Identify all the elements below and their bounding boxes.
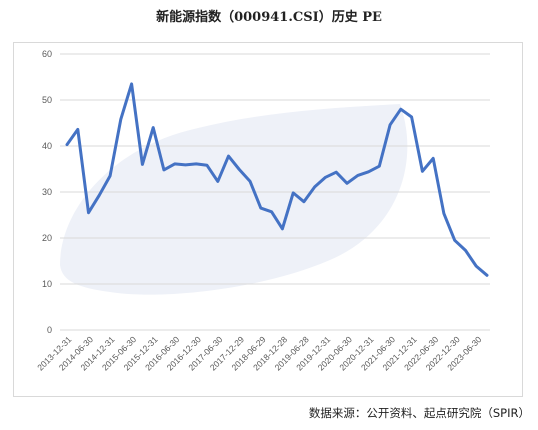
y-tick-label: 40 bbox=[42, 141, 52, 151]
y-tick-label: 0 bbox=[47, 325, 52, 335]
chart-title: 新能源指数（000941.CSI）历史 PE bbox=[156, 10, 382, 25]
watermark-shape bbox=[60, 104, 408, 295]
y-tick-label: 20 bbox=[42, 233, 52, 243]
source-note: 数据来源：公开资料、起点研究院（SPIR） bbox=[308, 406, 530, 420]
y-tick-label: 60 bbox=[42, 49, 52, 59]
gridlines bbox=[60, 53, 490, 331]
series-line bbox=[65, 82, 489, 277]
x-axis-ticks: 2013-12-312014-06-302014-12-312015-06-30… bbox=[35, 334, 483, 372]
y-tick-label: 50 bbox=[42, 95, 52, 105]
chart-frame bbox=[13, 42, 523, 397]
y-tick-label: 10 bbox=[42, 279, 52, 289]
series-layer bbox=[65, 82, 489, 277]
y-axis-ticks: 0 10 20 30 40 50 60 bbox=[42, 49, 52, 335]
y-tick-label: 30 bbox=[42, 187, 52, 197]
watermark-shape-fill bbox=[60, 104, 408, 295]
